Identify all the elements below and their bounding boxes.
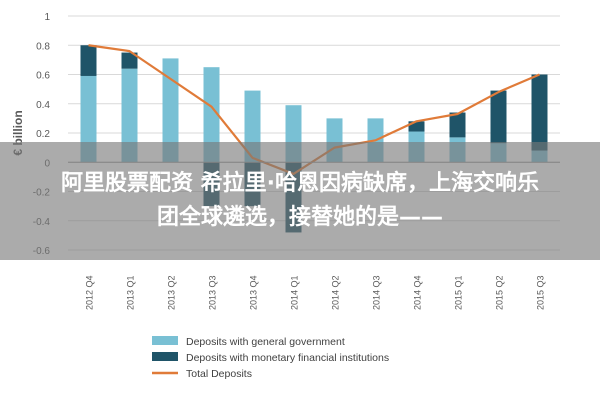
y-tick-label: 1 bbox=[44, 12, 50, 23]
y-tick-label: 0.2 bbox=[36, 129, 50, 140]
legend-swatch-monetary-institutions bbox=[152, 352, 178, 361]
bar-monetary-institutions bbox=[450, 113, 466, 138]
x-tick-label: 2013 Q1 bbox=[126, 275, 136, 310]
bar-monetary-institutions bbox=[491, 91, 507, 144]
y-tick-label: 0.8 bbox=[36, 41, 50, 52]
x-tick-label: 2014 Q4 bbox=[413, 275, 423, 310]
x-tick-label: 2015 Q1 bbox=[454, 275, 464, 310]
bar-monetary-institutions bbox=[532, 75, 548, 151]
y-tick-label: 0.6 bbox=[36, 71, 50, 82]
legend-label: Deposits with general government bbox=[186, 336, 345, 348]
legend-label: Deposits with monetary financial institu… bbox=[186, 352, 389, 364]
banner-line-1: 阿里股票配资 希拉里·哈恩因病缺席，上海交响乐 bbox=[61, 167, 539, 201]
bar-monetary-institutions bbox=[81, 45, 97, 76]
x-tick-label: 2015 Q2 bbox=[495, 275, 505, 310]
x-tick-label: 2014 Q2 bbox=[331, 275, 341, 310]
x-tick-label: 2013 Q4 bbox=[249, 275, 259, 310]
banner-line-2: 团全球遴选，接替她的是—— bbox=[157, 201, 443, 235]
overlay-banner: 阿里股票配资 希拉里·哈恩因病缺席，上海交响乐 团全球遴选，接替她的是—— bbox=[0, 142, 600, 260]
x-tick-label: 2014 Q1 bbox=[290, 275, 300, 310]
x-tick-label: 2013 Q3 bbox=[208, 275, 218, 310]
x-tick-label: 2015 Q3 bbox=[536, 275, 546, 310]
legend-swatch-general-government bbox=[152, 336, 178, 345]
y-tick-label: 0.4 bbox=[36, 100, 50, 111]
legend-label: Total Deposits bbox=[186, 368, 252, 380]
x-tick-label: 2012 Q4 bbox=[85, 275, 95, 310]
x-tick-label: 2013 Q2 bbox=[167, 275, 177, 310]
x-tick-label: 2014 Q3 bbox=[372, 275, 382, 310]
